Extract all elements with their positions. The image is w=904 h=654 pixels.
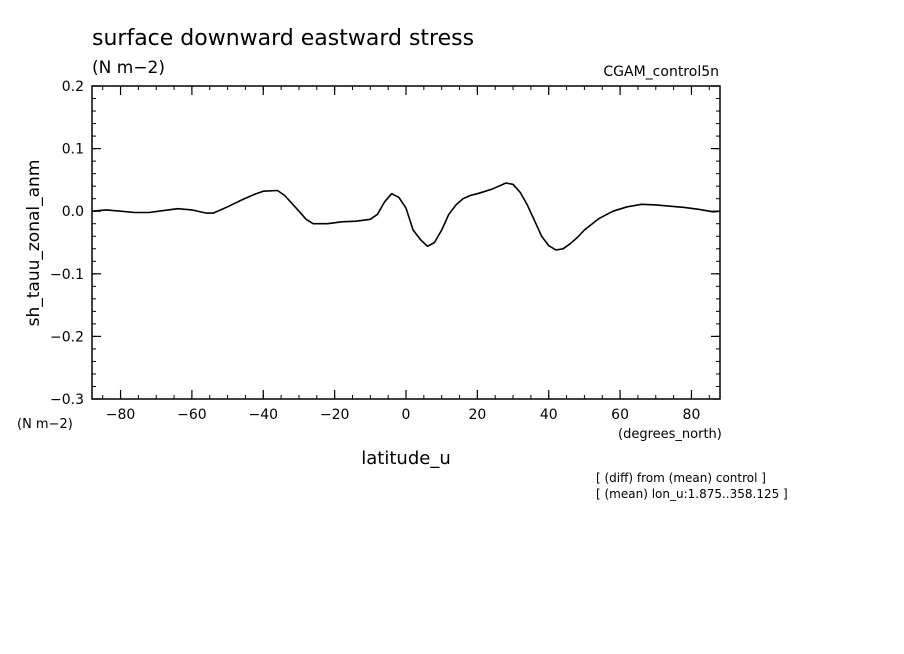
x-axis-units: (degrees_north) <box>618 427 722 442</box>
x-tick-label: 40 <box>540 407 558 423</box>
y-tick-label: 0.2 <box>62 79 84 95</box>
y-ticks <box>92 85 720 400</box>
x-tick-label: −80 <box>106 407 136 423</box>
annotation-mean: [ (mean) lon_u:1.875..358.125 ] <box>596 487 788 501</box>
data-line <box>91 182 721 251</box>
x-tick-label: 20 <box>468 407 486 423</box>
x-axis-label: latitude_u <box>361 448 450 469</box>
x-tick-label: −60 <box>177 407 207 423</box>
chart-title: surface downward eastward stress <box>92 26 474 51</box>
x-tick-labels: −80 −60 −40 −20 0 20 40 60 80 <box>106 407 701 423</box>
y-tick-label: 0.1 <box>62 142 84 158</box>
chart-subtitle: (N m−2) <box>92 58 165 78</box>
x-tick-label: 0 <box>402 407 411 423</box>
annotation-diff: [ (diff) from (mean) control ] <box>596 471 766 485</box>
plot-frame <box>91 85 721 400</box>
x-tick-label: −40 <box>248 407 278 423</box>
y-tick-label: −0.1 <box>50 267 84 283</box>
y-tick-labels: −0.3 −0.2 −0.1 0.0 0.1 0.2 <box>50 79 84 408</box>
x-tick-label: 60 <box>611 407 629 423</box>
x-ticks <box>102 86 710 399</box>
run-label: CGAM_control5n <box>603 64 719 80</box>
y-axis-units: (N m−2) <box>17 417 73 432</box>
y-axis-label: sh_tauu_zonal_anm <box>24 160 44 327</box>
x-tick-label: 80 <box>683 407 701 423</box>
y-tick-label: 0.0 <box>62 204 84 220</box>
y-tick-label: −0.2 <box>50 329 84 345</box>
y-tick-label: −0.3 <box>50 392 84 408</box>
x-tick-label: −20 <box>320 407 350 423</box>
